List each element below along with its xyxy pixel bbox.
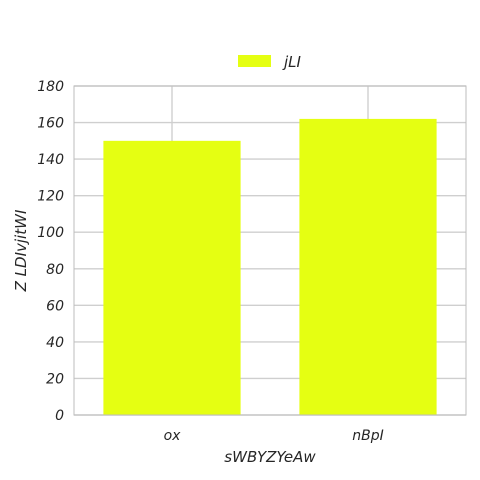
legend-label: jLI xyxy=(282,53,302,71)
legend-swatch xyxy=(238,55,271,67)
y-tick-label: 0 xyxy=(55,408,64,424)
x-tick-label: nBpI xyxy=(352,428,384,444)
y-tick-label: 100 xyxy=(37,225,64,241)
y-tick-label: 120 xyxy=(37,189,64,205)
y-tick-label: 80 xyxy=(46,262,64,278)
y-axis-label: Z LDIvjitWI xyxy=(12,209,30,292)
x-tick-labels: ox nBpI xyxy=(164,428,384,444)
plot-frame xyxy=(73,85,467,416)
y-tick-label: 60 xyxy=(46,298,64,314)
y-tick-label: 40 xyxy=(46,335,64,351)
bars xyxy=(103,118,437,416)
y-tick-label: 20 xyxy=(46,371,64,387)
y-tick-labels: 0 20 40 60 80 100 120 140 160 180 xyxy=(37,79,64,424)
y-tick-label: 160 xyxy=(37,116,64,132)
x-tick-label: ox xyxy=(164,428,182,444)
y-tick-label: 140 xyxy=(37,152,64,168)
legend: jLI xyxy=(238,53,302,71)
x-axis-label: sWBYZYeAw xyxy=(224,448,316,466)
bar-nBpI xyxy=(299,118,437,416)
bar-ox xyxy=(103,140,241,416)
y-tick-label: 180 xyxy=(37,79,64,95)
